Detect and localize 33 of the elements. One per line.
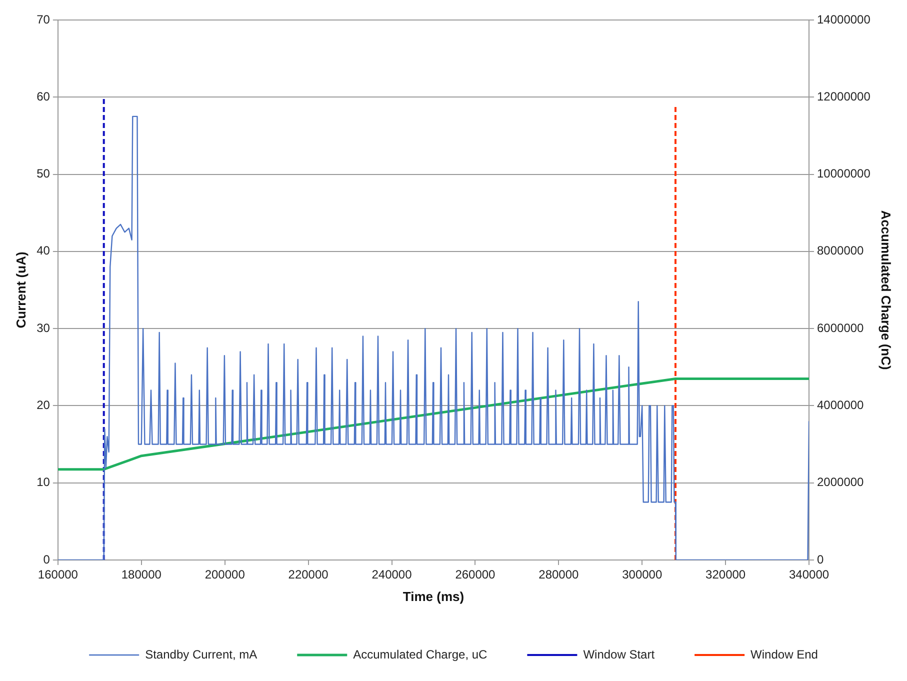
y2-axis-title: Accumulated Charge (nC) <box>878 210 894 370</box>
y-tick-label: 0 <box>43 552 50 566</box>
x-tick-label: 300000 <box>622 568 662 582</box>
y2-tick-label: 12000000 <box>817 89 871 104</box>
y-tick-label: 40 <box>36 244 50 258</box>
y2-tick-label: 4000000 <box>817 398 864 412</box>
x-tick-label: 220000 <box>288 568 329 582</box>
x-axis-title: Time (ms) <box>402 588 464 604</box>
y2-tick-label: 10000000 <box>817 166 871 181</box>
y-tick-label: 50 <box>36 166 50 181</box>
y-tick-label: 60 <box>36 89 50 104</box>
y-tick-label: 70 <box>36 12 50 26</box>
x-tick-label: 280000 <box>538 568 579 582</box>
legend-label: Window Start <box>583 647 656 662</box>
y-tick-label: 20 <box>36 398 50 412</box>
x-tick-label: 200000 <box>204 568 246 582</box>
x-tick-label: 260000 <box>455 568 496 582</box>
legend-label: Standby Current, mA <box>145 647 258 662</box>
legend-label: Accumulated Charge, uC <box>353 647 488 662</box>
y2-tick-label: 14000000 <box>817 12 871 26</box>
x-tick-label: 340000 <box>788 568 830 582</box>
x-tick-label: 320000 <box>706 568 746 582</box>
y-tick-label: 30 <box>36 320 50 335</box>
y2-tick-label: 8000000 <box>817 244 864 258</box>
x-tick-label: 160000 <box>38 568 78 582</box>
y2-tick-label: 0 <box>817 552 824 566</box>
x-tick-label: 180000 <box>121 568 162 582</box>
x-tick-label: 240000 <box>372 568 412 582</box>
legend-label: Window End <box>750 647 818 662</box>
y-tick-label: 10 <box>36 475 50 490</box>
y-axis-title: Current (uA) <box>13 252 28 328</box>
y2-tick-label: 6000000 <box>817 320 864 335</box>
y2-tick-label: 2000000 <box>817 475 864 490</box>
